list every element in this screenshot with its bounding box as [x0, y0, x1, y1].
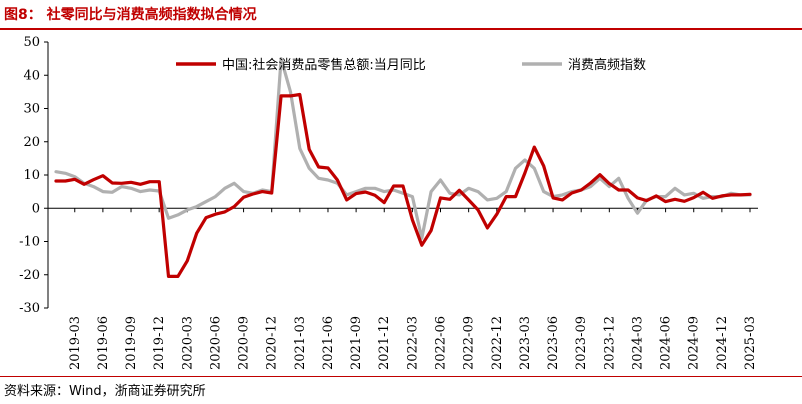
y-tick-label: -30 — [19, 301, 40, 316]
x-tick-label: 2023-12 — [602, 316, 617, 370]
bottom-rule — [0, 376, 802, 377]
y-tick-label: 20 — [23, 135, 40, 150]
series-layer — [54, 56, 752, 278]
legend-item-retail-sales-label: 中国:社会消费品零售总额:当月同比 — [222, 57, 426, 73]
x-tick-label: 2019-03 — [68, 316, 83, 370]
x-tick-label: 2022-09 — [462, 316, 477, 370]
x-tick-label: 2020-06 — [208, 316, 223, 370]
x-tick-label: 2022-03 — [405, 316, 420, 370]
y-tick-label: 50 — [23, 35, 40, 50]
x-tick-label: 2020-03 — [180, 316, 195, 370]
x-tick-label: 2023-06 — [546, 316, 561, 370]
legend: 中国:社会消费品零售总额:当月同比 消费高频指数 — [176, 57, 646, 73]
x-tick-label: 2020-12 — [265, 316, 280, 370]
y-tick-label: 30 — [23, 102, 40, 117]
x-tick-label: 2025-03 — [743, 316, 758, 370]
x-tick-label: 2022-12 — [490, 316, 505, 370]
series-line-retail-sales-yoy — [54, 92, 752, 278]
x-tick-label: 2021-09 — [349, 316, 364, 370]
y-tick-label: -20 — [19, 268, 40, 283]
x-tick-label: 2021-03 — [293, 316, 308, 370]
y-tick-label: 40 — [23, 68, 40, 83]
y-tick-label: -10 — [19, 235, 40, 250]
legend-item-consumption-index-label: 消费高频指数 — [568, 57, 646, 73]
y-tick-label: 0 — [32, 201, 40, 216]
x-tick-label: 2021-06 — [321, 316, 336, 370]
x-tick-label: 2019-09 — [124, 316, 139, 370]
source-note: 资料来源：Wind，浙商证券研究所 — [4, 384, 206, 399]
figure-title: 图8： 社零同比与消费高频指数拟合情况 — [4, 7, 257, 23]
x-tick-label: 2019-12 — [152, 316, 167, 370]
x-tick-label: 2023-03 — [518, 316, 533, 370]
x-tick-label: 2023-09 — [574, 316, 589, 370]
x-tick-label: 2020-09 — [237, 316, 252, 370]
x-tick-label: 2019-06 — [96, 316, 111, 370]
x-tick-label: 2022-06 — [434, 316, 449, 370]
x-tick-label: 2024-03 — [630, 316, 645, 370]
y-tick-label: 10 — [23, 168, 40, 183]
axes-layer: 50 40 30 20 10 0 -10 -20 -30 2019-03 2019-06 2019-0… — [19, 35, 758, 370]
title-rule — [0, 28, 802, 30]
x-tick-label: 2021-12 — [377, 316, 392, 370]
x-tick-label: 2024-09 — [687, 316, 702, 370]
x-tick-label: 2024-06 — [659, 316, 674, 370]
x-tick-label: 2024-12 — [715, 316, 730, 370]
series-line-consumption-index — [54, 56, 752, 240]
